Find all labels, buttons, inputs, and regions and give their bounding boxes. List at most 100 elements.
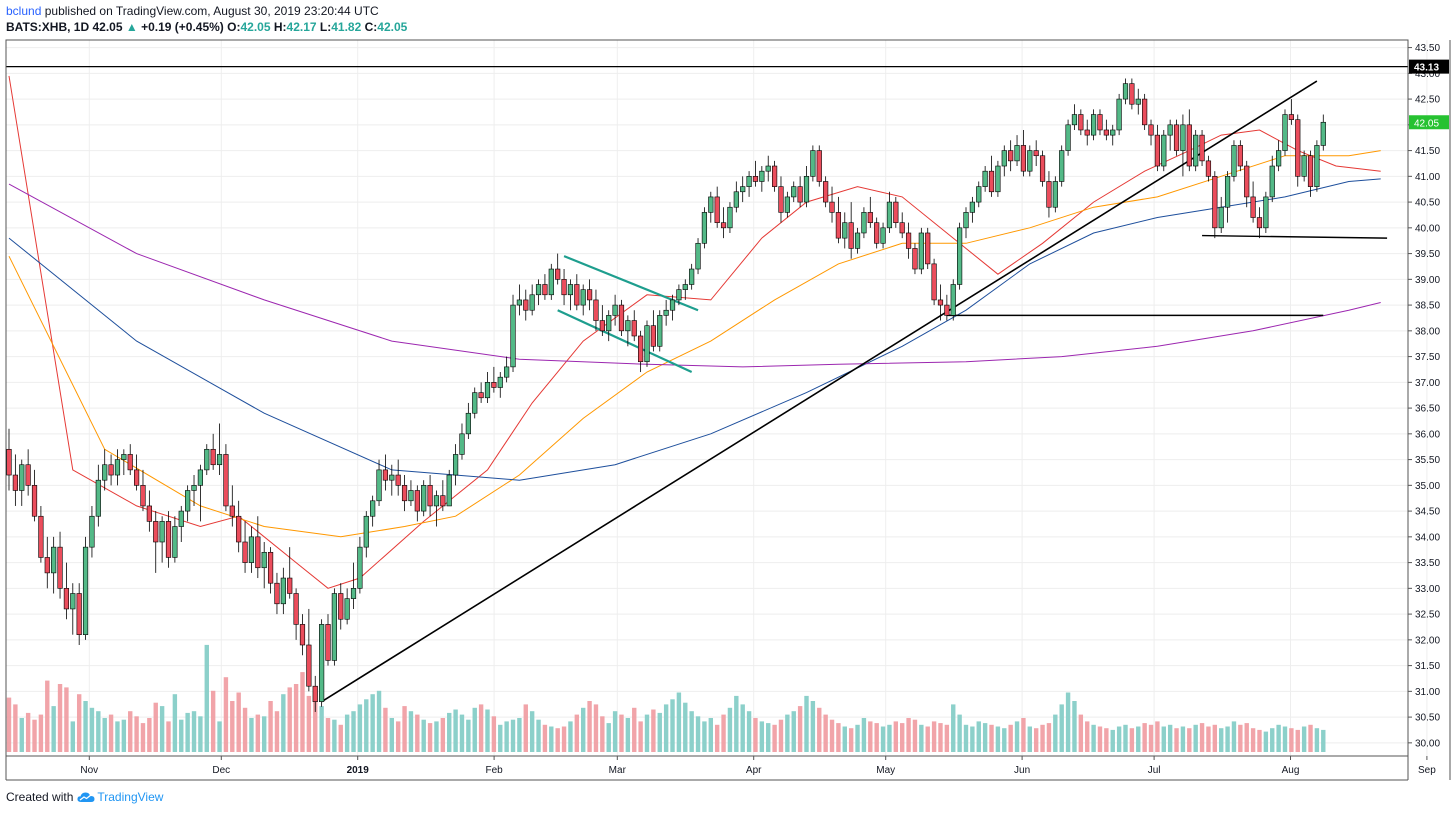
candle-body[interactable] (504, 366, 510, 378)
candle-body[interactable] (1314, 145, 1320, 187)
candle-body[interactable] (1122, 83, 1129, 100)
candle-body[interactable] (886, 201, 893, 229)
candle-body[interactable] (293, 593, 299, 625)
candle-body[interactable] (631, 320, 637, 337)
candle-body[interactable] (1167, 124, 1173, 136)
candle-body[interactable] (1020, 145, 1027, 172)
candle-body[interactable] (1237, 145, 1243, 167)
candle-body[interactable] (363, 515, 369, 548)
candle-body[interactable] (1154, 134, 1160, 167)
candle-body[interactable] (618, 304, 625, 332)
candle-body[interactable] (854, 232, 861, 249)
candle-body[interactable] (89, 515, 95, 548)
candle-body[interactable] (414, 490, 420, 512)
candle-body[interactable] (178, 510, 184, 527)
candle-body[interactable] (338, 593, 344, 620)
candle-body[interactable] (484, 382, 491, 399)
candle-body[interactable] (1256, 217, 1263, 229)
candle-body[interactable] (733, 191, 739, 208)
candle-body[interactable] (210, 448, 216, 466)
candle-body[interactable] (1288, 114, 1294, 120)
candle-body[interactable] (1008, 150, 1014, 162)
candle-body[interactable] (988, 170, 995, 193)
candle-body[interactable] (612, 304, 618, 316)
candle-body[interactable] (76, 593, 82, 635)
candle-body[interactable] (1295, 119, 1301, 177)
candle-body[interactable] (638, 335, 644, 363)
candle-body[interactable] (791, 186, 797, 198)
candle-body[interactable] (427, 485, 433, 507)
candle-body[interactable] (344, 598, 350, 620)
candle-body[interactable] (452, 454, 459, 476)
candle-body[interactable] (1135, 98, 1141, 105)
candle-body[interactable] (223, 454, 229, 507)
candle-body[interactable] (70, 593, 76, 610)
candle-body[interactable] (197, 469, 204, 486)
candle-body[interactable] (248, 536, 255, 563)
candle-body[interactable] (823, 181, 829, 203)
candle-body[interactable] (114, 459, 121, 476)
candle-body[interactable] (1071, 114, 1078, 126)
candle-body[interactable] (1276, 150, 1282, 167)
candle-body[interactable] (6, 448, 12, 476)
candle-body[interactable] (140, 485, 146, 507)
candle-body[interactable] (689, 268, 695, 285)
candle-body[interactable] (657, 315, 663, 347)
candle-body[interactable] (102, 464, 108, 481)
candle-body[interactable] (976, 186, 982, 203)
candle-body[interactable] (676, 289, 682, 301)
candle-body[interactable] (542, 284, 548, 296)
candle-body[interactable] (121, 454, 127, 460)
candle-body[interactable] (1110, 129, 1116, 136)
candle-body[interactable] (1212, 176, 1218, 229)
candle-body[interactable] (236, 515, 242, 543)
candle-body[interactable] (1205, 160, 1212, 177)
candle-body[interactable] (746, 176, 752, 187)
candle-body[interactable] (1186, 124, 1192, 167)
candle-body[interactable] (446, 474, 452, 507)
candle-body[interactable] (663, 309, 669, 316)
candle-body[interactable] (548, 268, 554, 296)
candle-body[interactable] (325, 624, 331, 661)
candle-body[interactable] (389, 474, 395, 481)
candle-body[interactable] (229, 505, 235, 517)
candle-body[interactable] (204, 448, 210, 471)
candle-body[interactable] (159, 521, 165, 543)
candle-body[interactable] (1059, 150, 1065, 182)
candle-body[interactable] (1091, 114, 1097, 136)
candle-body[interactable] (1046, 181, 1052, 208)
candle-body[interactable] (1161, 134, 1167, 167)
candle-body[interactable] (1052, 181, 1058, 208)
candle-body[interactable] (12, 474, 18, 491)
candle-body[interactable] (918, 232, 924, 270)
candle-body[interactable] (1244, 165, 1250, 198)
candle-body[interactable] (1103, 129, 1109, 136)
candle-body[interactable] (63, 588, 70, 610)
candle-body[interactable] (982, 170, 988, 187)
candle-body[interactable] (867, 212, 873, 223)
candle-body[interactable] (497, 376, 503, 388)
candle-body[interactable] (274, 582, 280, 605)
candle-body[interactable] (491, 382, 497, 388)
candle-body[interactable] (555, 268, 561, 280)
candle-body[interactable] (1001, 150, 1007, 167)
candle-body[interactable] (350, 588, 357, 599)
candle-body[interactable] (299, 624, 306, 646)
candle-body[interactable] (382, 469, 389, 481)
candle-body[interactable] (408, 490, 414, 502)
candle-body[interactable] (1173, 124, 1180, 151)
candle-body[interactable] (185, 490, 191, 512)
candle-body[interactable] (134, 469, 140, 486)
candle-body[interactable] (995, 165, 1001, 193)
candle-body[interactable] (510, 304, 516, 368)
candle-body[interactable] (727, 206, 733, 229)
candle-body[interactable] (950, 284, 956, 316)
candle-body[interactable] (1263, 196, 1269, 229)
candle-body[interactable] (701, 212, 708, 244)
candle-body[interactable] (1224, 176, 1231, 208)
candle-body[interactable] (1142, 98, 1148, 126)
candle-body[interactable] (810, 150, 816, 177)
candle-body[interactable] (1027, 150, 1033, 172)
candle-body[interactable] (421, 485, 427, 512)
candle-body[interactable] (465, 412, 471, 435)
